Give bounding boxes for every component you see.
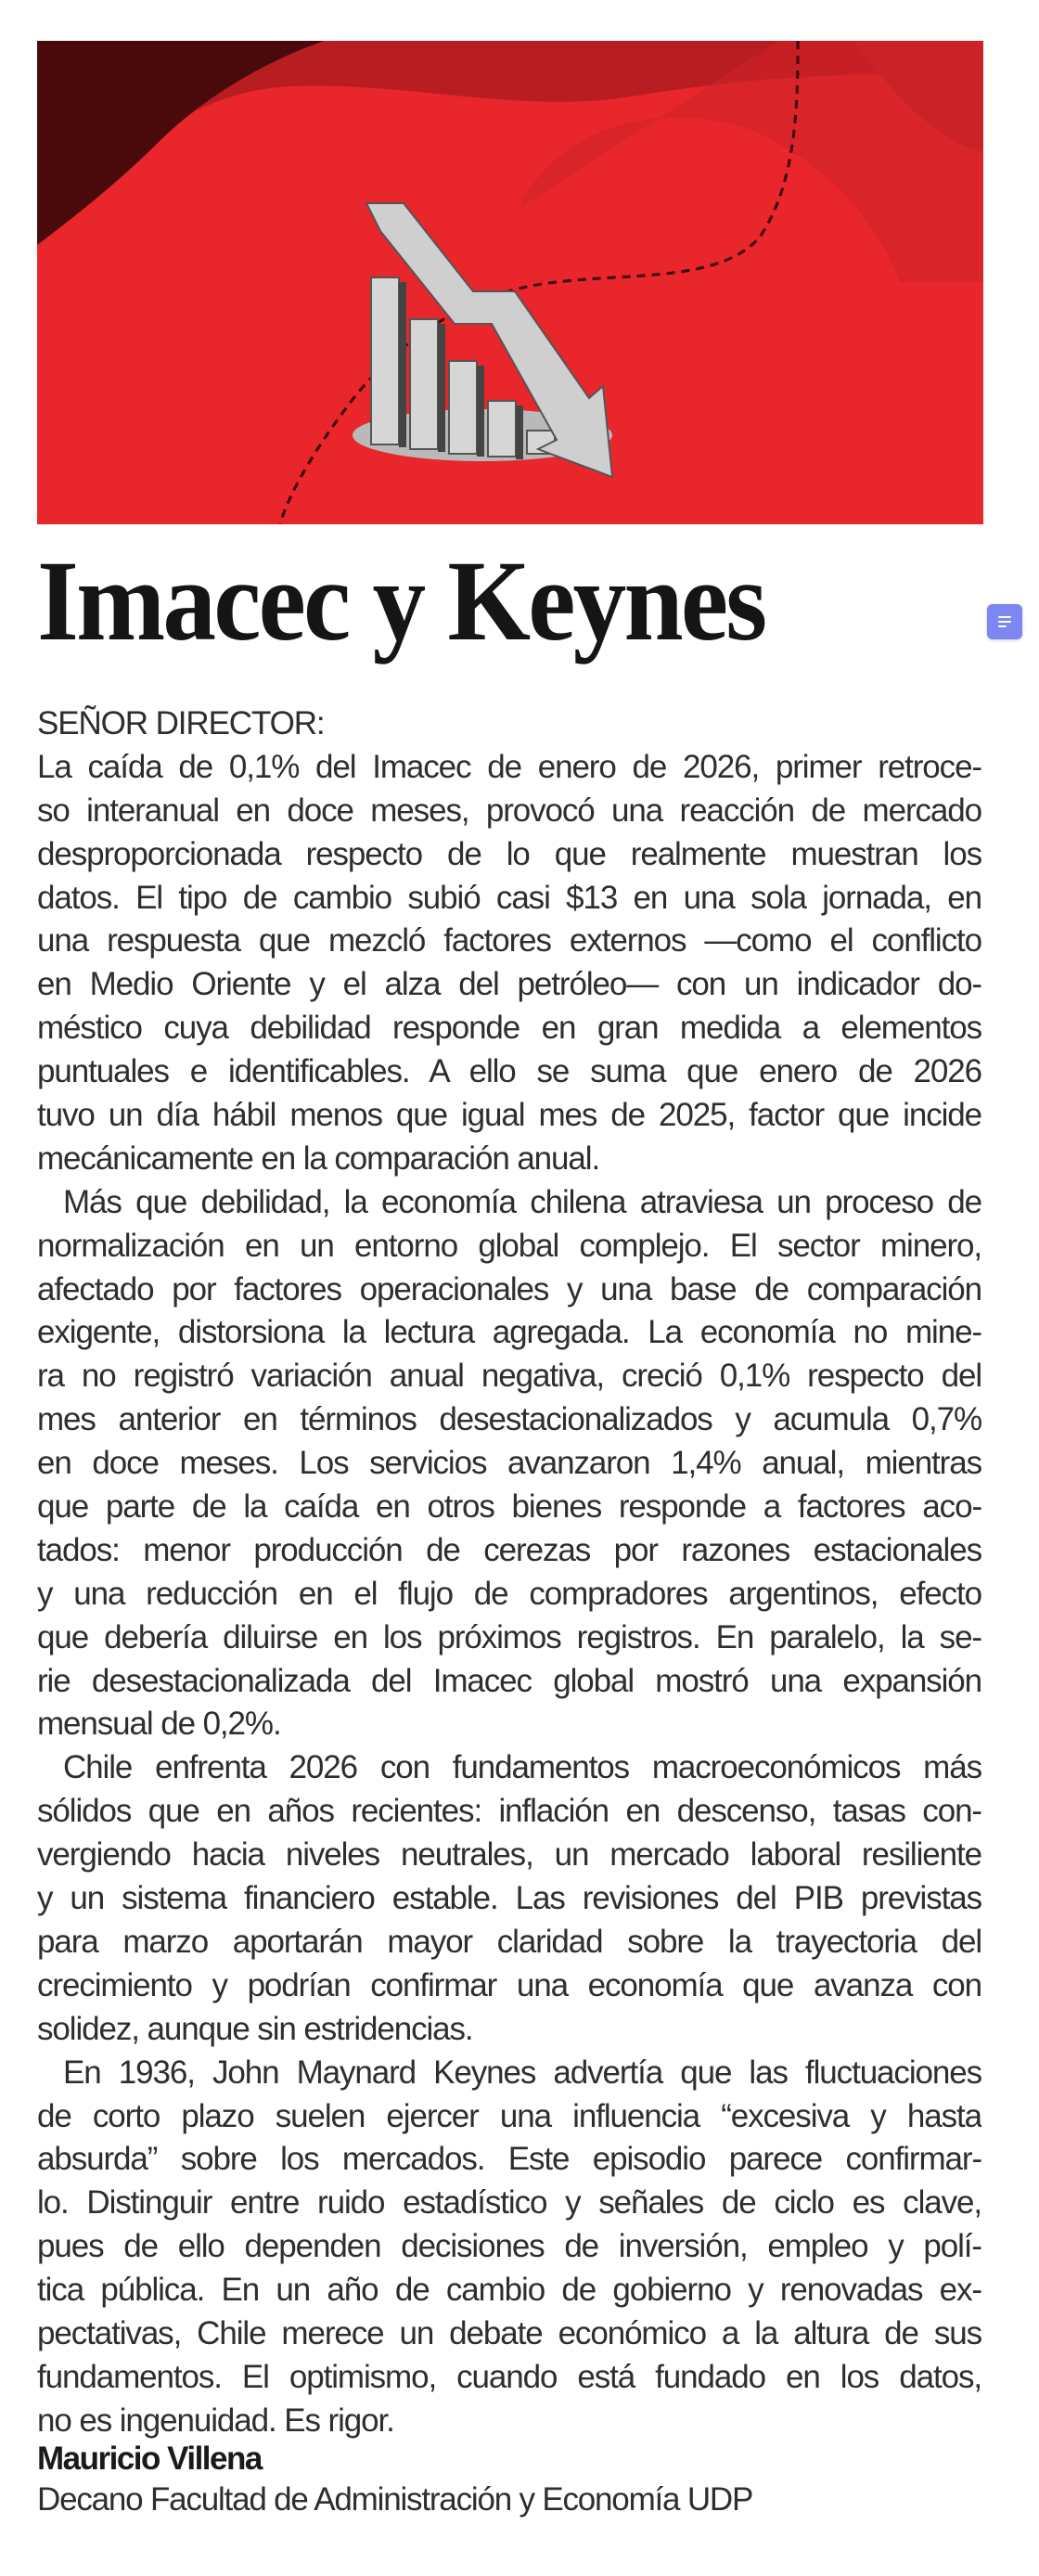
paragraph-line: so interanual en doce meses, provocó una… — [37, 792, 981, 829]
paragraph-line: exigente, distorsiona la lectura agregad… — [37, 1314, 981, 1351]
paragraph-line: que parte de la caída en otros bienes re… — [37, 1488, 981, 1526]
paragraph-line: lo. Distinguir entre ruido estadístico y… — [37, 2184, 981, 2222]
paragraph-line: crecimiento y podrían confirmar una econ… — [37, 1966, 981, 2003]
paragraph-line: mensual de 0,2%. — [37, 1706, 282, 1743]
paragraph-line: una respuesta que mezcló factores extern… — [37, 922, 981, 960]
paragraph-line: absurda” sobre los mercados. Este episod… — [37, 2141, 981, 2178]
paragraph-line: puntuales e identificables. A ello se su… — [37, 1053, 981, 1090]
paragraph-line: tuvo un día hábil menos que igual mes de… — [37, 1097, 981, 1134]
paragraph-line: de corto plazo suelen ejercer una influe… — [37, 2097, 981, 2134]
paragraph-line: vergiendo hacia niveles neutrales, un me… — [37, 1836, 981, 1874]
paragraph-line: fundamentos. El optimismo, cuando está f… — [37, 2358, 981, 2395]
paragraph-line: mes anterior en términos desestacionaliz… — [37, 1401, 981, 1438]
paragraph-line: méstico cuya debilidad responde en gran … — [37, 1010, 981, 1047]
paragraph-line: en doce meses. Los servicios avanzaron 1… — [37, 1445, 981, 1482]
paragraph-line: y una reducción en el flujo de comprador… — [37, 1575, 981, 1612]
paragraph-line: normalización en un entorno global compl… — [37, 1227, 981, 1264]
paragraph-line: datos. El tipo de cambio subió casi $13 … — [37, 879, 981, 916]
article-title: Imacec y Keynes — [37, 537, 767, 664]
author-role: Decano Facultad de Administración y Econ… — [37, 2481, 753, 2518]
paragraph-line: afectado por factores operacionales y un… — [37, 1270, 981, 1307]
paragraph-line: tados: menor producción de cerezas por r… — [37, 1531, 981, 1568]
letter-body: SEÑOR DIRECTOR: La caída de 0,1% del Ima… — [37, 702, 981, 2443]
note-icon[interactable] — [987, 604, 1022, 639]
paragraph-line: que debería diluirse en los próximos reg… — [37, 1618, 981, 1655]
paragraph-line: rie desestacionalizada del Imacec global… — [37, 1662, 981, 1699]
paragraph-line: pues de ello dependen decisiones de inve… — [37, 2228, 981, 2265]
paragraph-line: Chile enfrenta 2026 con fundamentos macr… — [63, 1749, 981, 1786]
salutation: SEÑOR DIRECTOR: — [37, 705, 326, 741]
paragraph-line: solidez, aunque sin estridencias. — [37, 2010, 474, 2047]
paragraph-line: no es ingenuidad. Es rigor. — [37, 2402, 395, 2439]
paragraph-line: mecánicamente en la comparación anual. — [37, 1140, 600, 1177]
paragraph-line: para marzo aportarán mayor claridad sobr… — [37, 1923, 981, 1960]
paragraph-line: desproporcionada respecto de lo que real… — [37, 835, 981, 872]
hero-illustration — [37, 41, 983, 524]
paragraph-line: En 1936, John Maynard Keynes advertía qu… — [63, 2054, 981, 2091]
declining-bar-chart-illustration — [37, 41, 983, 524]
paragraph-line: tica pública. En un año de cambio de gob… — [37, 2272, 981, 2309]
author-name: Mauricio Villena — [37, 2441, 263, 2477]
paragraph-line: Más que debilidad, la economía chilena a… — [63, 1183, 981, 1220]
paragraph-line: en Medio Oriente y el alza del petróleo—… — [37, 966, 981, 1003]
paragraph-line: ra no registró variación anual negativa,… — [37, 1358, 981, 1395]
paragraph-line: pectativas, Chile merece un debate econó… — [37, 2314, 981, 2351]
paragraph-line: y un sistema financiero estable. Las rev… — [37, 1880, 981, 1917]
paragraph-line: sólidos que en años recientes: inflación… — [37, 1793, 981, 1830]
paragraph-line: La caída de 0,1% del Imacec de enero de … — [37, 748, 981, 785]
